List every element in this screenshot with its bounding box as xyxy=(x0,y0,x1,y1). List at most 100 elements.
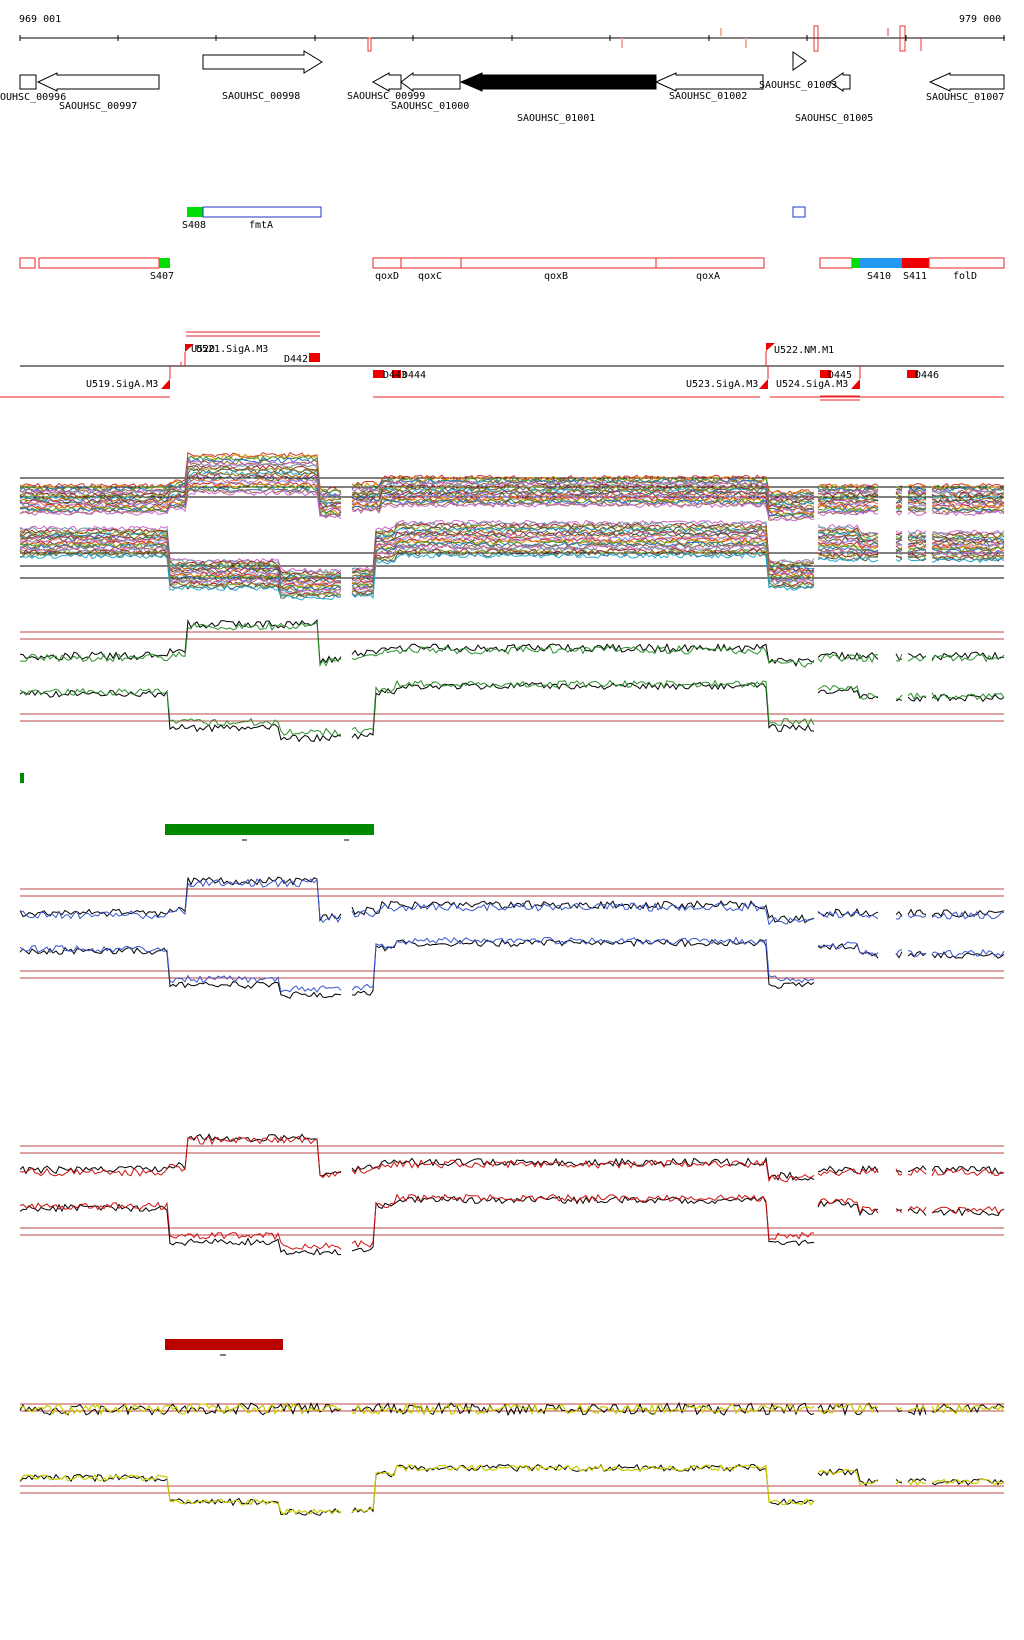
site-d442-label: D442 xyxy=(284,354,308,365)
feature-qoxa[interactable] xyxy=(655,257,765,269)
gene-saouhsc-01000-arrow[interactable] xyxy=(400,72,461,92)
red-expression-panel xyxy=(19,1133,1005,1256)
ruler-start-label: 969 001 xyxy=(19,14,61,25)
feature-s410-label: S410 xyxy=(867,271,891,282)
multi-lower-trace-6 xyxy=(19,529,1005,581)
green-expression-panel xyxy=(19,619,1005,743)
multi-upper-trace-18 xyxy=(19,484,1005,519)
feature-fmta-label: fmtA xyxy=(249,220,273,231)
feature-qoxd[interactable] xyxy=(372,257,402,269)
gene-saouhsc-01007-arrow[interactable] xyxy=(928,72,1005,92)
blue-track-upper-trace-black xyxy=(19,876,1005,924)
site-u524-marker[interactable] xyxy=(851,379,860,389)
feature-s407-label: S407 xyxy=(150,271,174,282)
site-d444-label: D444 xyxy=(402,370,426,381)
green-small-marker[interactable] xyxy=(20,773,24,783)
blue-track-upper-trace xyxy=(19,878,1005,926)
gene-saouhsc-00996-shape[interactable] xyxy=(19,74,37,90)
multi-lower-trace-19 xyxy=(19,549,1005,598)
gene-saouhsc-01002-arrow[interactable] xyxy=(654,72,764,92)
feature-s408[interactable] xyxy=(187,207,203,217)
gene-saouhsc-01001-label: SAOUHSC_01001 xyxy=(517,113,595,124)
site-d443-label: D443 xyxy=(383,370,407,381)
gene-saouhsc-00998-label: SAOUHSC_00998 xyxy=(222,91,300,102)
feature-qoxc[interactable] xyxy=(400,257,462,269)
gene-saouhsc-01005-label: SAOUHSC_01005 xyxy=(795,113,873,124)
feature-s410[interactable] xyxy=(859,258,902,268)
feature-box-01005[interactable] xyxy=(819,257,853,269)
site-u523-marker[interactable] xyxy=(759,379,768,389)
coordinate-ruler: 969 001 979 000 xyxy=(19,14,1005,52)
feature-s411[interactable] xyxy=(902,258,929,268)
green-track-upper-trace-black xyxy=(19,619,1005,667)
feature-fold[interactable] xyxy=(928,257,1005,269)
multi-lower-trace-13 xyxy=(19,539,1005,591)
feature-box-left[interactable] xyxy=(19,257,36,269)
green-track-lower-trace-black xyxy=(19,681,1005,743)
ruler-ticks xyxy=(19,35,1005,41)
green-region-bar[interactable] xyxy=(165,824,374,835)
gene-saouhsc-01003-arrow[interactable] xyxy=(792,51,807,71)
red-track-upper-trace xyxy=(19,1135,1005,1183)
site-u522-marker[interactable] xyxy=(766,343,775,351)
feature-s410-green[interactable] xyxy=(852,258,859,268)
multi-lower-trace-20 xyxy=(19,550,1005,600)
gene-saouhsc-00997-label: SAOUHSC_00997 xyxy=(59,101,137,112)
yellow-track-upper-trace-black xyxy=(19,1401,1005,1417)
feature-blue-box[interactable] xyxy=(792,206,806,218)
multi-upper-trace-17 xyxy=(19,483,1005,517)
site-u524-label: U524.SigA.M3 xyxy=(776,379,848,390)
site-d444-marker[interactable] xyxy=(392,370,401,378)
feature-fold-label: folD xyxy=(953,271,977,282)
feature-track-lower: S407 qoxD qoxC qoxB qoxA S410 S411 folD xyxy=(19,257,1005,282)
site-d445-label: D445 xyxy=(828,370,852,381)
site-u521-label: U521.SigA.M3 xyxy=(196,344,268,355)
feature-fmta[interactable] xyxy=(202,206,322,218)
darkred-region-bar[interactable] xyxy=(165,1339,283,1350)
multi-upper-trace-6 xyxy=(19,463,1005,503)
site-markers xyxy=(161,343,918,389)
gene-track: OUHSC_00996 SAOUHSC_00997 SAOUHSC_00998 … xyxy=(0,50,1005,124)
gene-saouhsc-01005-arrow[interactable] xyxy=(829,72,851,92)
red-track-lower-trace xyxy=(19,1193,1005,1250)
multi-upper-trace-0 xyxy=(19,451,1005,495)
gene-saouhsc-00999-label: SAOUHSC_00999 xyxy=(347,91,425,102)
gene-saouhsc-00997-arrow[interactable] xyxy=(36,72,160,92)
gene-saouhsc-01000-label: SAOUHSC_01000 xyxy=(391,101,469,112)
feature-qoxa-label: qoxA xyxy=(696,271,720,282)
feature-qoxb-label: qoxB xyxy=(544,271,568,282)
site-d445-marker[interactable] xyxy=(820,370,831,378)
site-d442-marker[interactable] xyxy=(309,353,320,362)
green-track-upper-trace xyxy=(19,621,1005,668)
gene-saouhsc-00999-arrow[interactable] xyxy=(371,72,402,92)
yellow-track-lower-trace xyxy=(19,1464,1005,1516)
multi-upper-trace-20 xyxy=(19,488,1005,521)
site-d446-marker[interactable] xyxy=(907,370,918,378)
blue-expression-panel xyxy=(19,876,1005,999)
site-u519-marker[interactable] xyxy=(161,379,170,389)
yellow-expression-panel xyxy=(19,1401,1005,1516)
gene-saouhsc-01007-label: SAOUHSC_01007 xyxy=(926,92,1004,103)
site-span-lines xyxy=(0,331,1004,401)
feature-qoxb[interactable] xyxy=(460,257,657,269)
feature-s411-label: S411 xyxy=(903,271,927,282)
gene-saouhsc-01002-label: SAOUHSC_01002 xyxy=(669,91,747,102)
site-track: U520 U521.SigA.M3 D442 U519.SigA.M3 D443… xyxy=(0,331,1004,401)
gene-saouhsc-01003-label: SAOUHSC_01003 xyxy=(759,80,837,91)
multi-upper-trace-4 xyxy=(19,458,1005,501)
site-u520-label: U520 xyxy=(191,344,215,355)
site-d446-label: D446 xyxy=(915,370,939,381)
feature-track-upper: S408 fmtA xyxy=(182,206,806,231)
gene-saouhsc-00998-arrow[interactable] xyxy=(202,50,323,74)
feature-s407[interactable] xyxy=(159,258,170,268)
blue-track-lower-trace-black xyxy=(19,938,1005,999)
feature-s408-label: S408 xyxy=(182,220,206,231)
gene-saouhsc-01001-arrow[interactable] xyxy=(459,72,657,92)
feature-box-00997[interactable] xyxy=(38,257,160,269)
site-stems xyxy=(169,351,861,379)
ruler-marks xyxy=(367,25,922,52)
site-u523-label: U523.SigA.M3 xyxy=(686,379,758,390)
site-u521-marker[interactable] xyxy=(185,344,194,352)
site-d443-marker[interactable] xyxy=(373,370,384,378)
